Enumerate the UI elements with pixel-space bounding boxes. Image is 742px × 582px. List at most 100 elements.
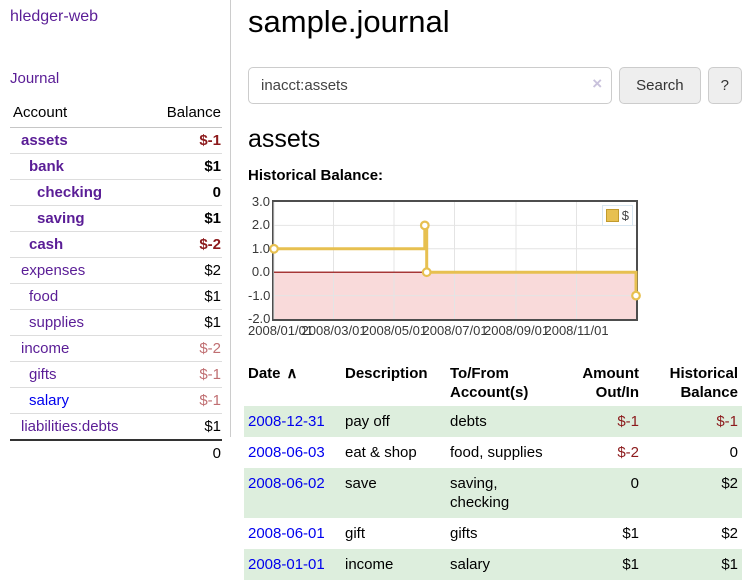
sidebar-account-link[interactable]: supplies <box>29 314 85 331</box>
account-balance: $1 <box>147 283 222 310</box>
account-row: saving $1 <box>10 205 222 232</box>
account-balance: $1 <box>147 309 222 336</box>
accounts-total-spacer <box>10 439 148 466</box>
transaction-accounts: saving, checking <box>450 475 510 511</box>
sidebar-account-link[interactable]: salary <box>29 392 70 409</box>
sidebar-account-link[interactable]: checking <box>37 184 103 201</box>
y-tick-label: 0.0 <box>251 264 270 280</box>
account-row: bank $1 <box>10 153 222 180</box>
transaction-balance: $1 <box>721 556 738 573</box>
transaction-accounts: food, supplies <box>450 444 543 461</box>
account-balance: $1 <box>147 205 222 232</box>
transaction-amount: 0 <box>630 475 639 492</box>
account-page-title: assets <box>248 125 321 153</box>
transaction-date-link[interactable]: 2008-06-02 <box>248 475 325 492</box>
transaction-date-cell: 2008-06-01 <box>244 518 341 549</box>
search-box: × <box>248 67 613 104</box>
accounts-header-row: Account Balance <box>10 101 222 128</box>
transaction-description: save <box>345 475 377 492</box>
register-header-row: Date ∧ Description To/From Account(s) Amo… <box>244 360 742 406</box>
sidebar-account-link[interactable]: assets <box>21 132 68 149</box>
transaction-balance: $-1 <box>716 413 738 430</box>
search-button[interactable]: Search <box>619 67 701 104</box>
y-tick-label: -2.0 <box>248 311 271 326</box>
register-column-balance: Historical Balance <box>669 365 738 401</box>
account-row: income $-2 <box>10 335 222 362</box>
chart-plot-area: $ <box>269 200 641 321</box>
transaction-date-link[interactable]: 2008-06-01 <box>248 525 325 542</box>
account-row: assets $-1 <box>10 128 222 154</box>
x-tick-label: 2008/05/01 <box>362 323 428 338</box>
transaction-date-cell: 2008-06-03 <box>244 437 341 468</box>
transaction-date-link[interactable]: 2008-12-31 <box>248 413 325 430</box>
account-balance: $-1 <box>199 132 221 149</box>
search-input[interactable] <box>248 67 613 104</box>
chart-label: Historical Balance: <box>248 167 384 184</box>
date-header-label: Date <box>248 365 281 382</box>
sidebar-account-link[interactable]: cash <box>29 236 64 253</box>
page-title: sample.journal <box>248 4 450 39</box>
y-tick-label: 2.0 <box>251 217 270 233</box>
y-tick-label: 1.0 <box>251 240 270 256</box>
x-tick-label: 2008/09/01 <box>483 323 550 338</box>
sidebar-account-link[interactable]: expenses <box>21 262 86 279</box>
sidebar-account-link[interactable]: food <box>29 288 59 305</box>
transaction-description: gift <box>345 525 366 542</box>
sidebar: hledger-web Journal Account Balance asse… <box>0 0 231 466</box>
account-balance: $-2 <box>147 231 222 258</box>
sidebar-item-journal[interactable]: Journal <box>10 70 60 87</box>
transaction-row: 2008-06-01 gift gifts $1 $2 <box>244 518 742 549</box>
balance-chart-svg <box>269 202 641 319</box>
sort-ascending-icon: ∧ <box>286 365 298 382</box>
transaction-date-cell: 2008-06-02 <box>244 468 341 518</box>
transaction-description: income <box>345 556 394 573</box>
y-tick-label: -1.0 <box>248 287 271 303</box>
accounts-table: Account Balance assets $-1 bank $1 checking 0… <box>10 101 222 466</box>
transaction-row: 2008-06-02 save saving, checking 0 $2 <box>244 468 742 518</box>
account-balance: $1 <box>147 153 222 180</box>
transaction-accounts: gifts <box>450 525 478 542</box>
x-tick-label: 2008/01/01 <box>248 323 314 338</box>
transaction-date-cell: 2008-12-31 <box>244 406 341 437</box>
transaction-date-link[interactable]: 2008-01-01 <box>248 556 325 573</box>
x-tick-label: 2008/03/01 <box>301 323 367 338</box>
transaction-row: 2008-12-31 pay off debts $-1 $-1 <box>244 406 742 437</box>
account-balance: $-1 <box>147 361 222 388</box>
accounts-column-balance: Balance <box>147 101 222 128</box>
transaction-balance: $2 <box>721 525 738 542</box>
sidebar-account-link[interactable]: liabilities:debts <box>21 418 119 435</box>
account-balance: $-1 <box>147 387 222 414</box>
account-balance: 0 <box>147 179 222 206</box>
transaction-row: 2008-06-03 eat & shop food, supplies $-2 0 <box>244 437 742 468</box>
accounts-total-value: 0 <box>147 439 222 466</box>
transaction-amount: $1 <box>622 525 639 542</box>
clear-search-icon[interactable]: × <box>592 74 603 93</box>
sidebar-account-link[interactable]: saving <box>37 210 85 227</box>
transaction-amount: $-1 <box>617 413 639 430</box>
transaction-amount: $-2 <box>617 444 639 461</box>
account-row: food $1 <box>10 283 222 310</box>
transaction-balance: 0 <box>729 444 738 461</box>
chart-legend: $ <box>601 205 633 226</box>
transaction-date-cell: 2008-01-01 <box>244 549 341 580</box>
data-point-marker <box>421 267 432 278</box>
account-balance: $2 <box>147 257 222 284</box>
help-button[interactable]: ? <box>707 67 742 104</box>
search-form: × Search ? <box>248 67 742 104</box>
transaction-accounts: debts <box>450 413 487 430</box>
account-row: checking 0 <box>10 179 222 206</box>
transaction-balance: $2 <box>721 475 738 492</box>
sidebar-account-link[interactable]: bank <box>29 158 65 175</box>
register-column-amount: Amount Out/In <box>582 365 639 401</box>
x-tick-label: 2008/07/01 <box>422 323 488 338</box>
sidebar-account-link[interactable]: income <box>21 340 70 357</box>
transaction-date-link[interactable]: 2008-06-03 <box>248 444 325 461</box>
accounts-total-row: 0 <box>10 439 222 466</box>
legend-swatch-icon <box>605 209 619 222</box>
sidebar-account-link[interactable]: gifts <box>29 366 57 383</box>
transaction-description: eat & shop <box>345 444 417 461</box>
transaction-accounts: salary <box>450 556 491 573</box>
register-table: Date ∧ Description To/From Account(s) Amo… <box>244 360 742 580</box>
app-title-link[interactable]: hledger-web <box>10 8 99 25</box>
register-column-date[interactable]: Date ∧ <box>244 360 341 406</box>
